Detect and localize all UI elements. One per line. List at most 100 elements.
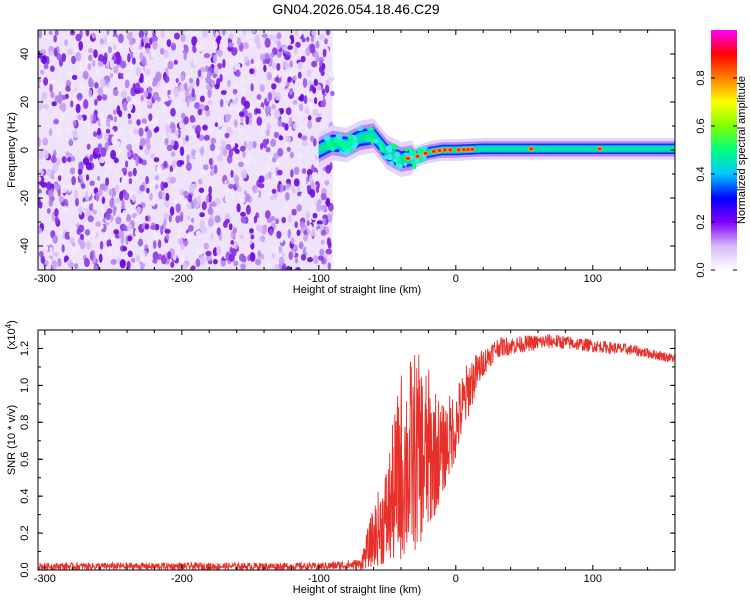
noise-speckle	[329, 176, 335, 182]
noise-speckle	[191, 36, 198, 47]
noise-speckle	[306, 69, 312, 77]
noise-speckle	[320, 70, 325, 77]
noise-speckle	[274, 109, 281, 119]
noise-speckle	[280, 108, 284, 114]
noise-speckle	[284, 192, 290, 201]
noise-speckle	[142, 118, 147, 125]
snr-y-tick-label: 1.0	[19, 378, 31, 393]
signal-peak	[448, 148, 453, 152]
spectrogram-x-label: Height of straight line (km)	[293, 284, 421, 296]
snr-x-tick-label: -300	[34, 573, 56, 585]
noise-speckle	[186, 215, 191, 221]
noise-speckle	[119, 259, 126, 269]
colorbar-tick-label: 0.2	[695, 214, 707, 229]
signal-peak	[470, 147, 475, 151]
noise-speckle	[79, 82, 85, 90]
noise-speckle	[210, 233, 214, 240]
snr-panel: -300 -200 -100 0 100 0.0 0.2 0.4 0.6 0.8 1.0 1.2 H…	[4, 320, 676, 596]
noise-speckle	[278, 256, 285, 266]
noise-speckle	[145, 68, 151, 76]
noise-speckle	[181, 262, 188, 269]
noise-speckle	[78, 63, 84, 72]
noise-speckle	[281, 251, 285, 258]
noise-speckle	[296, 204, 303, 212]
noise-speckle	[189, 128, 195, 136]
noise-speckle	[116, 150, 121, 159]
noise-speckle	[301, 141, 308, 147]
noise-speckle	[236, 203, 241, 213]
noise-speckle	[196, 77, 200, 87]
noise-speckle	[160, 30, 165, 39]
noise-speckle	[118, 110, 123, 118]
noise-speckle	[290, 37, 295, 43]
noise-speckle	[46, 168, 53, 177]
noise-speckle	[136, 206, 142, 214]
noise-speckle	[287, 45, 293, 50]
noise-speckle	[153, 157, 160, 163]
noise-speckle	[71, 176, 76, 186]
noise-speckle	[187, 193, 193, 203]
noise-speckle	[193, 57, 197, 66]
noise-speckle	[276, 230, 282, 239]
noise-speckle	[88, 89, 93, 98]
noise-speckle	[252, 184, 257, 194]
noise-speckle	[100, 202, 105, 213]
noise-speckle	[245, 193, 250, 202]
noise-speckle	[300, 175, 307, 186]
noise-speckle	[312, 171, 318, 178]
noise-speckle	[271, 104, 276, 110]
signal-blob	[413, 150, 416, 156]
noise-speckle	[152, 115, 158, 125]
noise-speckle	[48, 128, 53, 137]
noise-speckle	[53, 172, 60, 178]
noise-speckle	[324, 38, 328, 45]
noise-speckle	[38, 137, 41, 147]
spectrogram-y-label: Frequency (Hz)	[6, 112, 18, 188]
noise-speckle	[300, 253, 307, 261]
noise-speckle	[325, 164, 332, 174]
noise-speckle	[292, 100, 298, 105]
noise-speckle	[230, 140, 236, 148]
noise-speckle	[252, 30, 256, 34]
noise-speckle	[98, 253, 103, 263]
noise-speckle	[243, 190, 248, 196]
noise-speckle	[145, 215, 149, 222]
noise-speckle	[259, 53, 266, 61]
noise-speckle	[99, 48, 106, 53]
noise-speckle	[127, 119, 133, 125]
noise-speckle	[203, 242, 209, 250]
noise-speckle	[225, 113, 232, 119]
noise-speckle	[157, 239, 162, 249]
noise-speckle	[231, 124, 235, 131]
noise-speckle	[95, 192, 100, 202]
noise-speckle	[113, 229, 120, 235]
noise-speckle	[225, 144, 232, 150]
snr-x-label: Height of straight line (km)	[293, 584, 421, 596]
noise-speckle	[265, 147, 271, 153]
noise-speckle	[239, 111, 245, 117]
noise-speckle	[180, 33, 186, 43]
noise-speckle	[80, 183, 86, 189]
noise-speckle	[115, 216, 122, 225]
noise-speckle	[201, 169, 206, 176]
noise-speckle	[120, 60, 127, 69]
noise-speckle	[140, 95, 144, 102]
noise-speckle	[125, 96, 131, 103]
noise-speckle	[212, 54, 218, 64]
noise-speckle	[77, 237, 82, 245]
noise-speckle	[249, 228, 254, 234]
noise-speckle	[127, 171, 133, 177]
signal-blob	[370, 138, 375, 145]
noise-speckle	[123, 73, 127, 79]
noise-speckle	[283, 153, 288, 160]
noise-speckle	[229, 102, 235, 112]
noise-speckle	[308, 103, 314, 113]
noise-speckle	[163, 160, 168, 168]
noise-speckle	[172, 159, 176, 170]
noise-speckle	[50, 156, 57, 164]
snr-y-tick-label: 0.0	[19, 562, 31, 577]
noise-speckle	[233, 119, 238, 128]
signal-blob	[345, 150, 351, 155]
noise-speckle	[246, 153, 253, 161]
noise-speckle	[254, 259, 261, 265]
